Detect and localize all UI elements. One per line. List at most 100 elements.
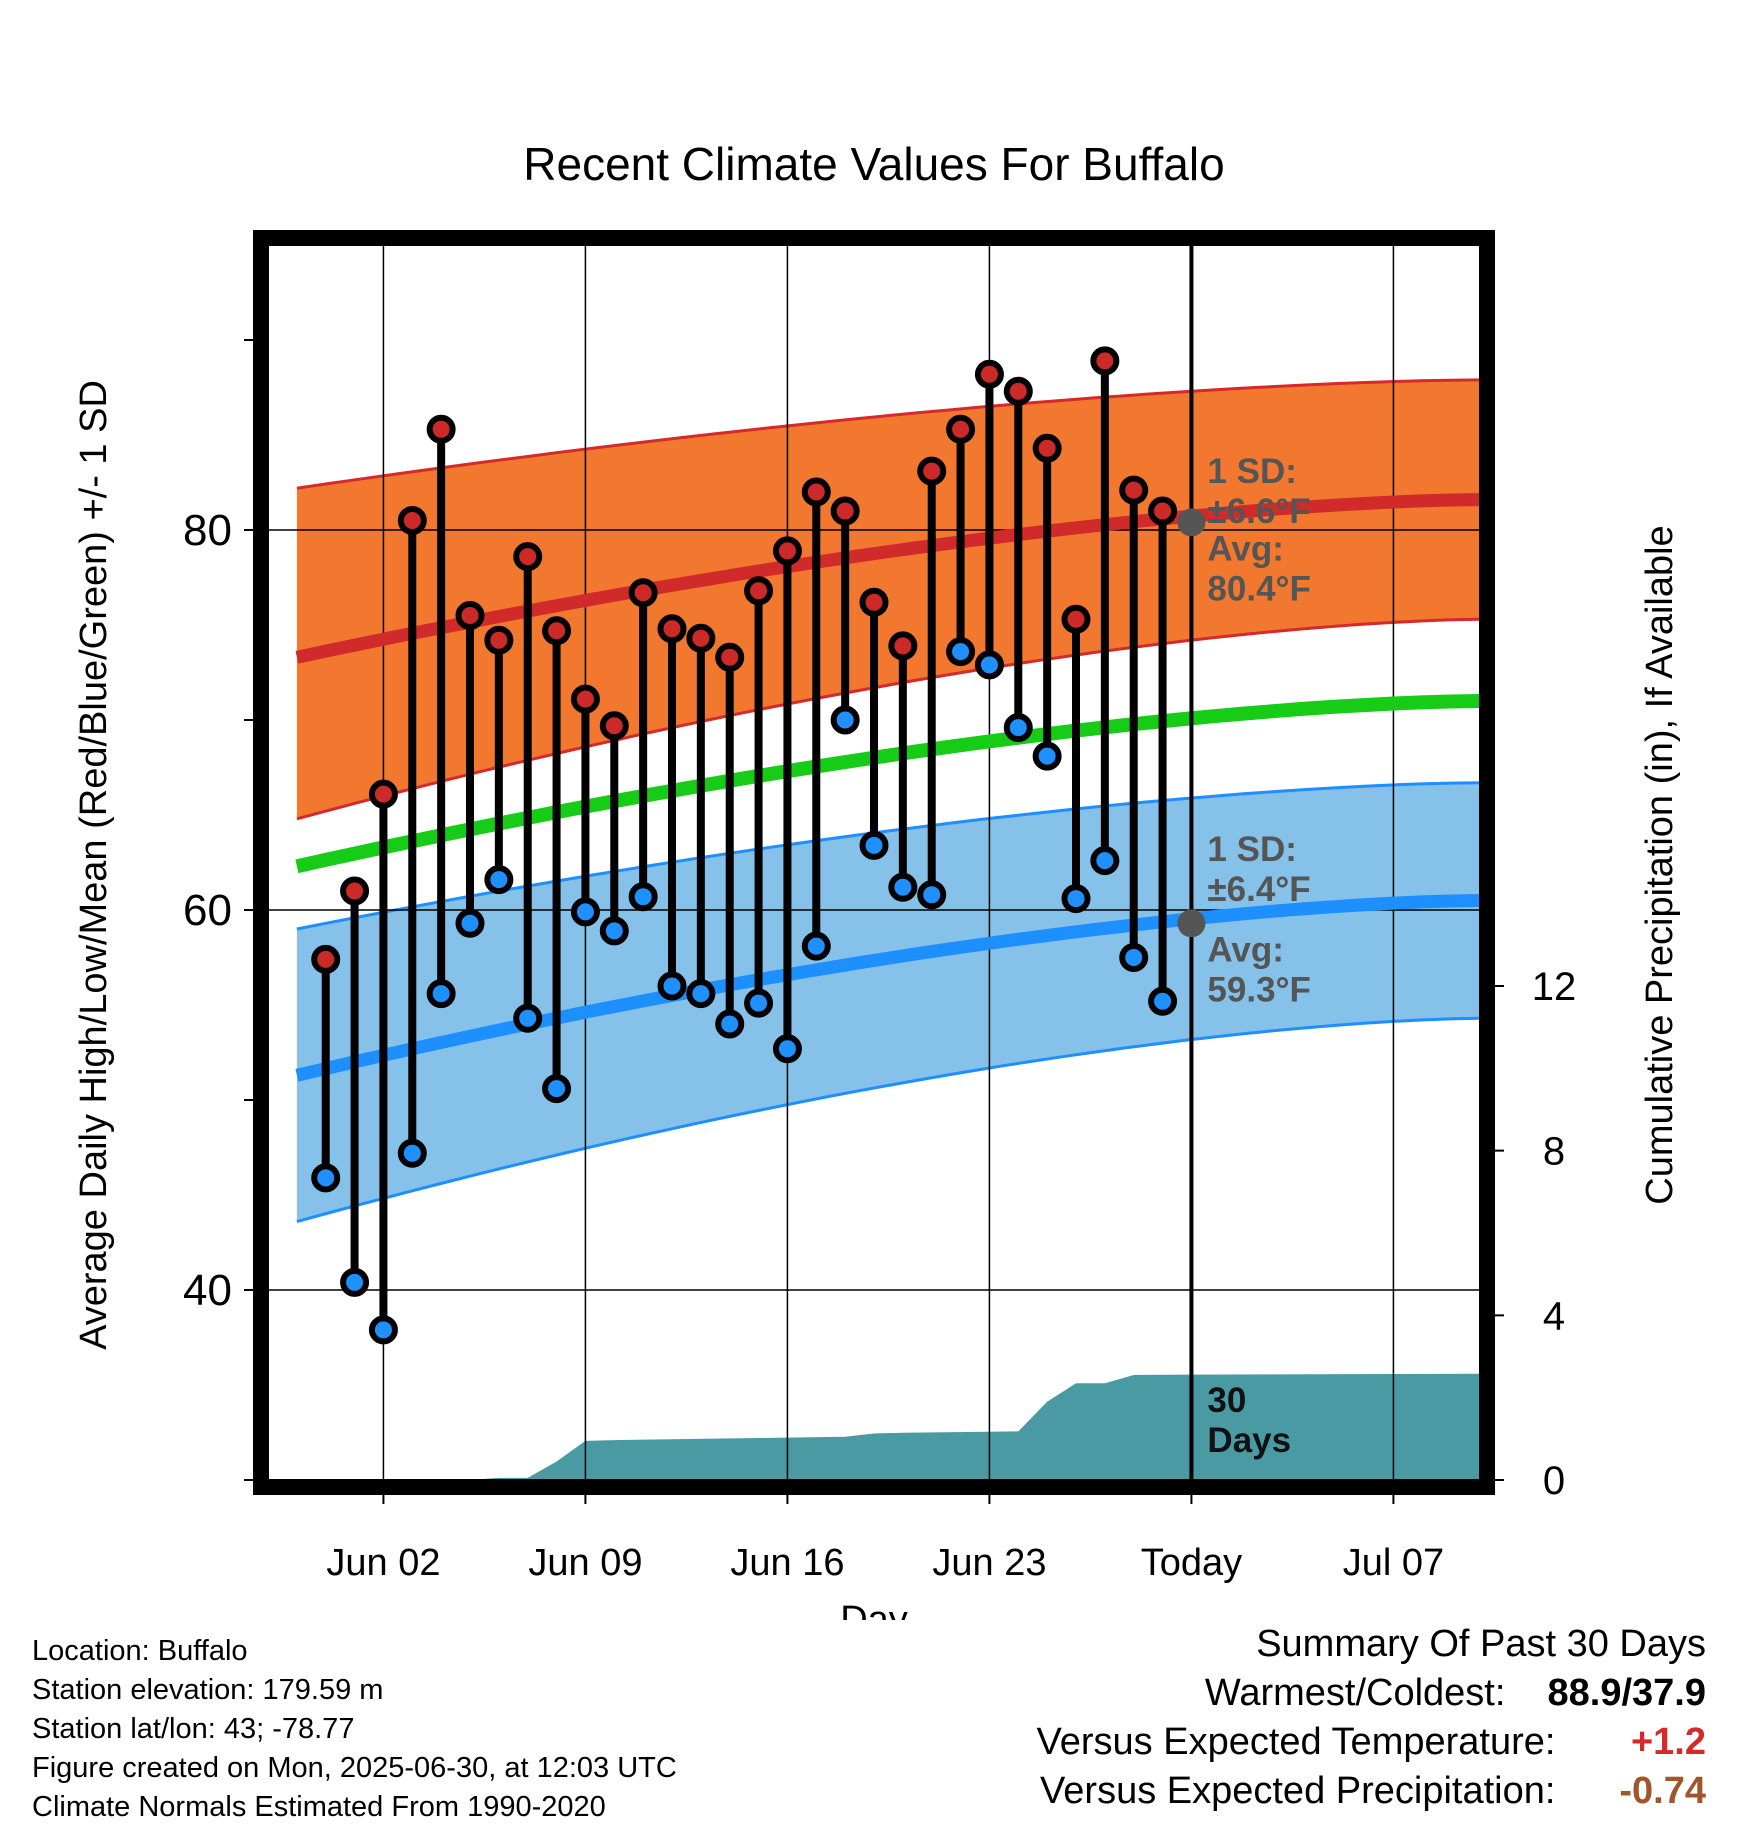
precip-value: -0.74 [1619,1770,1706,1812]
summary-temp-row: Versus Expected Temperature: +1.2 [1037,1718,1706,1767]
high-point [1119,475,1149,505]
low-sd-annotation-line1: 1 SD: [1207,830,1296,869]
precip-label: Versus Expected Precipitation: [1040,1770,1556,1812]
mean-average-line [295,694,1481,874]
precipitation-area [296,1373,1480,1480]
high-point [715,642,745,672]
x-tick-label: Jun 02 [326,1542,440,1584]
y-tick-label: 60 [183,886,232,935]
y2-tick-label: 4 [1543,1294,1565,1338]
x-tick-label: Jun 23 [932,1542,1046,1584]
high-avg-annotation-line2: 80.4°F [1207,569,1311,608]
high-point [340,876,370,906]
created-text: Figure created on Mon, 2025-06-30, at 12… [32,1752,677,1784]
low-point [1061,884,1091,914]
low-point [513,1003,543,1033]
high-sd-upper-edge [296,378,1481,490]
location-text: Location: Buffalo [32,1635,248,1667]
high-point [599,711,629,741]
low-point [570,897,600,927]
low-point [917,880,947,910]
low-point [888,872,918,902]
y-axis-label: Average Daily High/Low/Mean (Red/Blue/Gr… [73,380,115,1350]
low-point [1032,741,1062,771]
low-point [830,705,860,735]
high-point [657,614,687,644]
climate-chart: Recent Climate Values For Buffalo 1 SD:±… [73,138,1681,1620]
y-tick-label: 40 [183,1266,232,1315]
warmest-value: 88.9/37.9 [1547,1672,1706,1714]
low-point [311,1163,341,1193]
warmest-label: Warmest/Coldest: [1204,1672,1506,1714]
low-point [542,1074,572,1104]
low-point [397,1138,427,1168]
low-average-line [295,894,1481,1082]
chart-title: Recent Climate Values For Buffalo [523,138,1224,190]
low-point [368,1315,398,1345]
high-point [1003,376,1033,406]
x-axis-label: Day [840,1599,908,1620]
y2-axis-label: Cumulative Precipitation (in), If Availa… [1639,525,1681,1204]
high-point [1148,496,1178,526]
high-point [744,576,774,606]
low-avg-annotation-line2: 59.3°F [1207,970,1311,1009]
low-point [1090,846,1120,876]
y-tick-label: 80 [183,506,232,555]
days-annotation-line2: Days [1207,1421,1291,1460]
today-low-average-dot [1177,909,1206,938]
y2-tick-label: 0 [1543,1459,1565,1503]
x-tick-label: Jul 07 [1343,1542,1444,1584]
x-tick-label: Jun 16 [730,1542,844,1584]
station-info: Location: Buffalo Station elevation: 179… [32,1632,677,1827]
low-point [801,931,831,961]
days-annotation-line1: 30 [1207,1381,1246,1420]
low-point [599,916,629,946]
high-point [513,542,543,572]
plot-frame [253,230,1495,1495]
low-avg-annotation-line1: Avg: [1207,930,1283,969]
high-point [859,587,889,617]
low-point [426,979,456,1009]
summary-heading: Summary Of Past 30 Days [1256,1623,1706,1665]
summary-precip-row: Versus Expected Precipitation: -0.74 [1037,1767,1706,1816]
elevation-text: Station elevation: 179.59 m [32,1674,384,1706]
low-point [657,971,687,1001]
low-sd-band [296,782,1480,1222]
high-point [917,456,947,486]
low-point [715,1009,745,1039]
low-point [628,882,658,912]
x-tick-label: Jun 09 [528,1542,642,1584]
low-point [1148,986,1178,1016]
high-point [397,506,427,535]
high-point [484,625,514,655]
temp-label: Versus Expected Temperature: [1036,1721,1556,1763]
low-point [340,1267,370,1297]
high-point [570,684,600,714]
low-point [946,637,976,667]
summary-warmest-row: Warmest/Coldest: 88.9/37.9 [1037,1669,1706,1718]
low-sd-lower-edge [296,1016,1481,1224]
low-point [859,830,889,860]
low-point [772,1034,802,1064]
high-sd-annotation-line1: 1 SD: [1207,452,1296,491]
high-point [974,359,1004,389]
low-point [1003,713,1033,743]
low-sd-annotation-line2: ±6.4°F [1207,870,1310,909]
x-tick-label: Today [1141,1542,1242,1584]
latlon-text: Station lat/lon: 43; -78.77 [32,1713,355,1745]
low-point [1119,943,1149,972]
high-point [455,601,485,630]
high-point [686,623,716,653]
high-point [311,944,341,974]
high-point [1032,433,1062,463]
high-point [801,477,831,507]
low-point [455,908,485,938]
high-point [628,578,658,608]
today-high-average-dot [1177,508,1206,537]
low-point [744,988,774,1018]
high-point [1061,604,1091,634]
high-point [1090,346,1120,376]
y2-tick-label: 12 [1532,965,1577,1009]
temp-value: +1.2 [1630,1721,1706,1763]
